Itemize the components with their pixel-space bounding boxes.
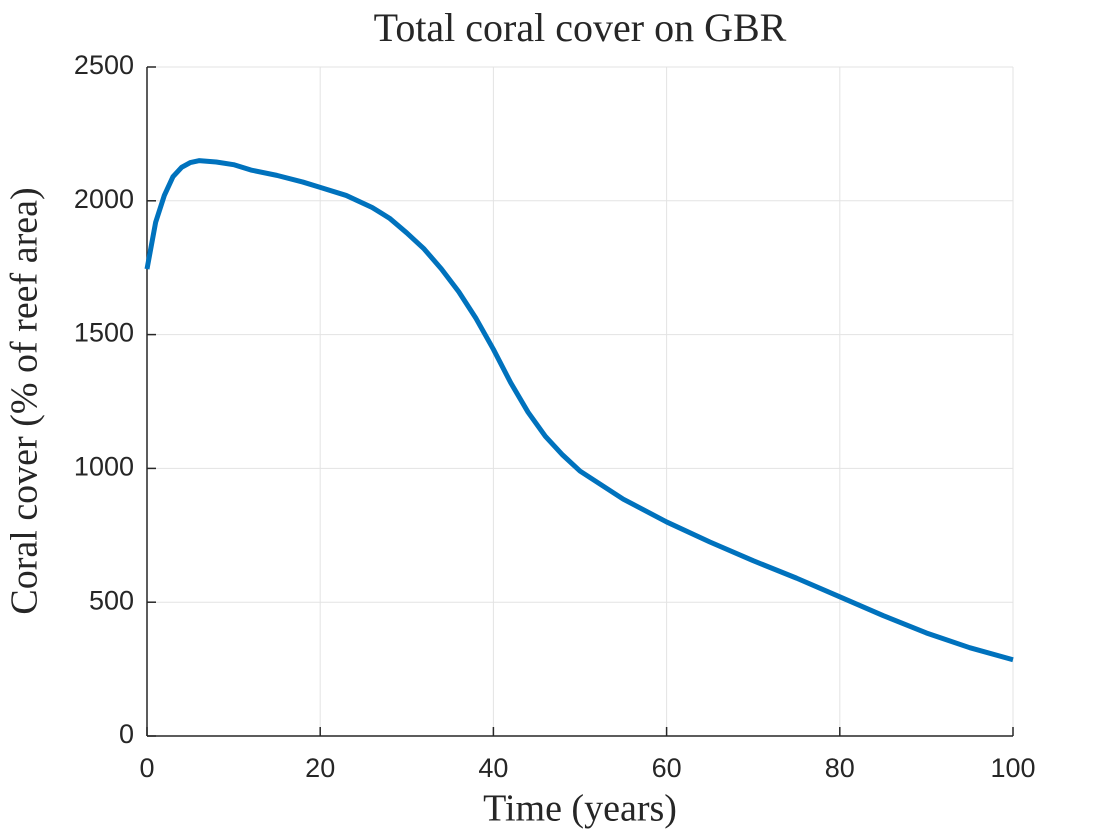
x-tick-label: 0 xyxy=(139,753,154,783)
x-tick-label: 40 xyxy=(478,753,508,783)
y-tick-label: 500 xyxy=(89,585,134,615)
x-tick-label: 100 xyxy=(990,753,1035,783)
chart-title: Total coral cover on GBR xyxy=(374,5,787,50)
x-tick-label: 60 xyxy=(652,753,682,783)
y-tick-label: 0 xyxy=(119,719,134,749)
data-line xyxy=(144,158,1014,663)
y-tick-label: 1000 xyxy=(74,452,134,482)
y-axis-label: Coral cover (% of reef area) xyxy=(4,187,46,614)
y-tick-label: 2000 xyxy=(74,184,134,214)
x-tick-label: 20 xyxy=(305,753,335,783)
y-tick-label: 1500 xyxy=(74,318,134,348)
x-axis-label: Time (years) xyxy=(483,788,677,830)
y-tick-label: 2500 xyxy=(74,50,134,80)
x-tick-label: 80 xyxy=(825,753,855,783)
